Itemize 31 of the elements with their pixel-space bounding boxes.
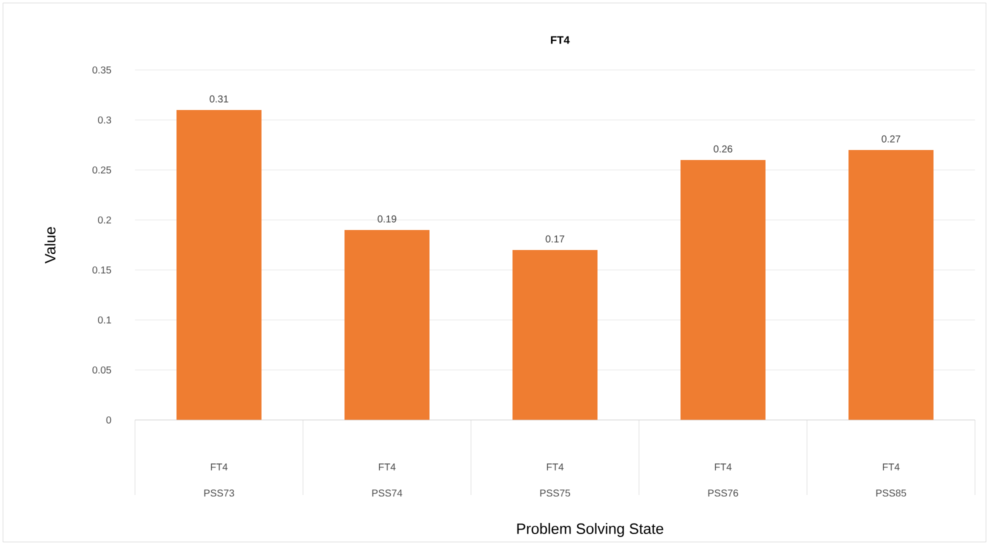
x-tick-label: PSS75 bbox=[540, 490, 570, 497]
bar bbox=[512, 250, 598, 420]
x-tick-label: PSS85 bbox=[876, 490, 906, 497]
y-tick-label: 0.25 bbox=[92, 166, 112, 174]
bar bbox=[680, 160, 766, 420]
y-axis-title: Value bbox=[44, 227, 56, 264]
x-tick-label: PSS76 bbox=[708, 490, 738, 497]
data-label: 0.17 bbox=[546, 235, 564, 242]
text: FT4 bbox=[378, 464, 396, 470]
y-tick-label: 0.15 bbox=[92, 266, 112, 274]
data-label: 0.19 bbox=[378, 215, 396, 222]
x-tick-label: PSS73 bbox=[204, 490, 234, 497]
chart-title: FT4 bbox=[551, 36, 570, 44]
x-axis-title: Problem Solving State bbox=[517, 523, 664, 537]
x-tick-label: PSS74 bbox=[372, 490, 402, 497]
bar bbox=[176, 110, 262, 420]
data-label: 0.27 bbox=[882, 135, 900, 142]
y-tick-label: 0.2 bbox=[98, 216, 111, 224]
text: FT4 bbox=[882, 464, 900, 470]
data-label: 0.26 bbox=[714, 145, 732, 152]
y-tick-label: 0.35 bbox=[92, 66, 112, 74]
y-tick-label: 0.05 bbox=[92, 366, 112, 374]
y-tick-label: 0.1 bbox=[98, 316, 112, 324]
bar bbox=[848, 150, 934, 420]
y-tick-label: 0 bbox=[106, 416, 112, 424]
y-tick-label: 0.3 bbox=[98, 116, 112, 124]
bar bbox=[344, 230, 430, 420]
text: FT4 bbox=[714, 464, 732, 470]
text: FT4 bbox=[546, 464, 564, 470]
text: FT4 bbox=[210, 464, 228, 470]
data-label: 0.31 bbox=[210, 95, 228, 102]
